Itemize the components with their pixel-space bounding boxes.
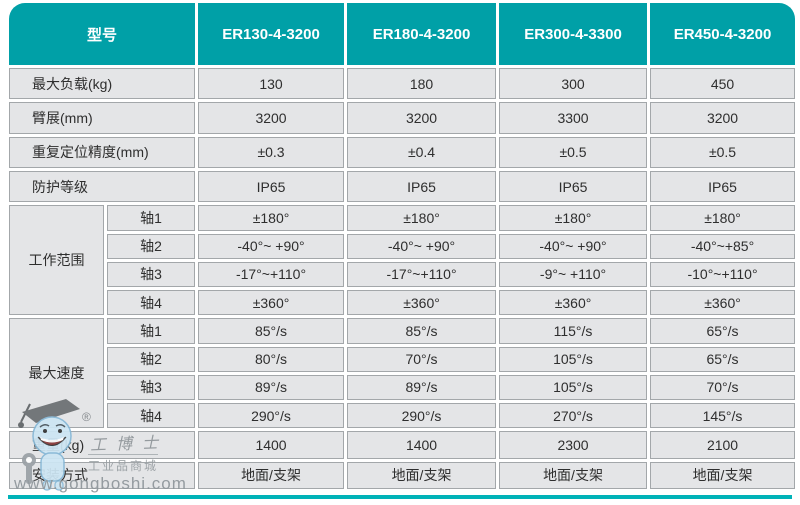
cell-wr1-er450: ±180° bbox=[650, 205, 796, 231]
cell-ms4-er450: 145°/s bbox=[650, 403, 796, 429]
cell-protection-er180: IP65 bbox=[347, 170, 497, 203]
model-header-er180: ER180-4-3200 bbox=[347, 3, 497, 65]
cell-ms3-er450: 70°/s bbox=[650, 374, 796, 400]
cell-reach-er130: 3200 bbox=[198, 102, 345, 134]
cell-payload-er130: 130 bbox=[198, 68, 345, 100]
header-row: 型号 ER130-4-3200 ER180-4-3200 ER300-4-330… bbox=[9, 3, 796, 65]
cell-mounting-er180: 地面/支架 bbox=[347, 461, 497, 489]
row-protection: 防护等级 IP65 IP65 IP65 IP65 bbox=[9, 170, 796, 203]
cell-repeatability-er180: ±0.4 bbox=[347, 136, 497, 168]
row-maxspeed-axis4: 轴4 290°/s 290°/s 270°/s 145°/s bbox=[9, 403, 796, 429]
cell-payload-er300: 300 bbox=[499, 68, 648, 100]
cell-wr4-er300: ±360° bbox=[499, 290, 648, 316]
cell-wr4-er180: ±360° bbox=[347, 290, 497, 316]
row-workrange-axis2: 轴2 -40°~ +90° -40°~ +90° -40°~ +90° -40°… bbox=[9, 233, 796, 259]
bottom-accent-bar bbox=[8, 495, 792, 499]
row-label-reach: 臂展(mm) bbox=[9, 102, 196, 134]
cell-wr2-er180: -40°~ +90° bbox=[347, 233, 497, 259]
cell-ms3-er130: 89°/s bbox=[198, 374, 345, 400]
row-label-mounting: 安装方式 bbox=[9, 461, 196, 489]
cell-payload-er450: 450 bbox=[650, 68, 796, 100]
cell-wr1-er300: ±180° bbox=[499, 205, 648, 231]
cell-weight-er180: 1400 bbox=[347, 431, 497, 459]
cell-ms1-er450: 65°/s bbox=[650, 318, 796, 344]
cell-wr2-er300: -40°~ +90° bbox=[499, 233, 648, 259]
row-weight: 重量(kg) 1400 1400 2300 2100 bbox=[9, 431, 796, 459]
cell-reach-er180: 3200 bbox=[347, 102, 497, 134]
cell-repeatability-er450: ±0.5 bbox=[650, 136, 796, 168]
model-header-label: 型号 bbox=[9, 3, 196, 65]
cell-wr3-er180: -17°~+110° bbox=[347, 261, 497, 287]
model-header-er450: ER450-4-3200 bbox=[650, 3, 796, 65]
cell-reach-er450: 3200 bbox=[650, 102, 796, 134]
cell-wr3-er300: -9°~ +110° bbox=[499, 261, 648, 287]
axis-label: 轴3 bbox=[107, 261, 196, 287]
row-maxspeed-axis2: 轴2 80°/s 70°/s 105°/s 65°/s bbox=[9, 346, 796, 372]
row-label-payload: 最大负载(kg) bbox=[9, 68, 196, 100]
cell-wr1-er180: ±180° bbox=[347, 205, 497, 231]
cell-ms1-er130: 85°/s bbox=[198, 318, 345, 344]
cell-weight-er450: 2100 bbox=[650, 431, 796, 459]
row-maxspeed-axis1: 最大速度 轴1 85°/s 85°/s 115°/s 65°/s bbox=[9, 318, 796, 429]
cell-repeatability-er300: ±0.5 bbox=[499, 136, 648, 168]
cell-wr1-er130: ±180° bbox=[198, 205, 345, 231]
cell-wr4-er450: ±360° bbox=[650, 290, 796, 316]
cell-weight-er300: 2300 bbox=[499, 431, 648, 459]
row-label-work-range: 工作范围 bbox=[9, 205, 104, 316]
cell-wr4-er130: ±360° bbox=[198, 290, 345, 316]
cell-wr3-er130: -17°~+110° bbox=[198, 261, 345, 287]
cell-ms2-er300: 105°/s bbox=[499, 346, 648, 372]
row-workrange-axis1: 工作范围 轴1 ±180° ±180° ±180° ±180° bbox=[9, 205, 796, 316]
cell-wr2-er130: -40°~ +90° bbox=[198, 233, 345, 259]
axis-label: 轴4 bbox=[107, 403, 196, 429]
row-workrange-axis3: 轴3 -17°~+110° -17°~+110° -9°~ +110° -10°… bbox=[9, 261, 796, 287]
model-header-er300: ER300-4-3300 bbox=[499, 3, 648, 65]
row-payload: 最大负载(kg) 130 180 300 450 bbox=[9, 68, 796, 100]
cell-protection-er130: IP65 bbox=[198, 170, 345, 203]
cell-repeatability-er130: ±0.3 bbox=[198, 136, 345, 168]
spec-table: 型号 ER130-4-3200 ER180-4-3200 ER300-4-330… bbox=[6, 0, 798, 492]
cell-ms4-er300: 270°/s bbox=[499, 403, 648, 429]
cell-ms2-er130: 80°/s bbox=[198, 346, 345, 372]
axis-label: 轴4 bbox=[107, 290, 196, 316]
axis-label: 轴1 bbox=[107, 318, 196, 344]
cell-reach-er300: 3300 bbox=[499, 102, 648, 134]
cell-weight-er130: 1400 bbox=[198, 431, 345, 459]
row-workrange-axis4: 轴4 ±360° ±360° ±360° ±360° bbox=[9, 290, 796, 316]
cell-ms1-er180: 85°/s bbox=[347, 318, 497, 344]
axis-label: 轴1 bbox=[107, 205, 196, 231]
cell-protection-er300: IP65 bbox=[499, 170, 648, 203]
cell-ms4-er130: 290°/s bbox=[198, 403, 345, 429]
row-label-weight: 重量(kg) bbox=[9, 431, 196, 459]
cell-mounting-er450: 地面/支架 bbox=[650, 461, 796, 489]
cell-mounting-er130: 地面/支架 bbox=[198, 461, 345, 489]
cell-ms2-er450: 65°/s bbox=[650, 346, 796, 372]
cell-ms3-er300: 105°/s bbox=[499, 374, 648, 400]
row-label-repeatability: 重复定位精度(mm) bbox=[9, 136, 196, 168]
axis-label: 轴2 bbox=[107, 233, 196, 259]
axis-label: 轴3 bbox=[107, 374, 196, 400]
cell-wr2-er450: -40°~+85° bbox=[650, 233, 796, 259]
axis-label: 轴2 bbox=[107, 346, 196, 372]
model-header-er130: ER130-4-3200 bbox=[198, 3, 345, 65]
row-label-protection: 防护等级 bbox=[9, 170, 196, 203]
cell-ms4-er180: 290°/s bbox=[347, 403, 497, 429]
cell-mounting-er300: 地面/支架 bbox=[499, 461, 648, 489]
cell-ms2-er180: 70°/s bbox=[347, 346, 497, 372]
row-maxspeed-axis3: 轴3 89°/s 89°/s 105°/s 70°/s bbox=[9, 374, 796, 400]
row-reach: 臂展(mm) 3200 3200 3300 3200 bbox=[9, 102, 796, 134]
cell-ms3-er180: 89°/s bbox=[347, 374, 497, 400]
cell-ms1-er300: 115°/s bbox=[499, 318, 648, 344]
row-repeatability: 重复定位精度(mm) ±0.3 ±0.4 ±0.5 ±0.5 bbox=[9, 136, 796, 168]
row-mounting: 安装方式 地面/支架 地面/支架 地面/支架 地面/支架 bbox=[9, 461, 796, 489]
cell-wr3-er450: -10°~+110° bbox=[650, 261, 796, 287]
cell-protection-er450: IP65 bbox=[650, 170, 796, 203]
row-label-max-speed: 最大速度 bbox=[9, 318, 104, 429]
cell-payload-er180: 180 bbox=[347, 68, 497, 100]
